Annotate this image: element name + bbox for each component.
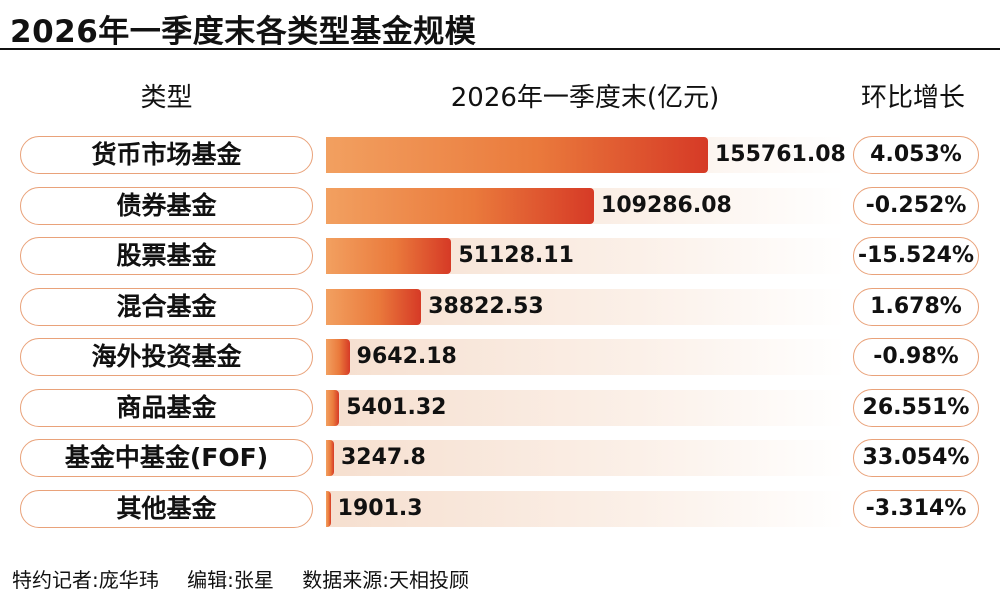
category-label: 混合基金	[20, 288, 313, 326]
growth-value: 4.053%	[853, 136, 979, 174]
title-divider	[0, 48, 1000, 50]
bar	[326, 188, 595, 224]
bar	[326, 491, 331, 527]
row-background	[326, 491, 846, 527]
bar	[326, 390, 340, 426]
category-label: 债券基金	[20, 187, 313, 225]
growth-value: -15.524%	[853, 237, 979, 275]
bar-value-label: 3247.8	[340, 445, 426, 470]
footer-credits: 特约记者:庞华玮 编辑:张星 数据来源:天相投顾	[12, 564, 491, 593]
header-growth: 环比增长	[860, 83, 965, 113]
footer-editor: 编辑:张星	[187, 568, 274, 592]
bar	[326, 137, 708, 173]
row-background	[326, 440, 846, 476]
category-label: 股票基金	[20, 237, 313, 275]
growth-value: 1.678%	[853, 288, 979, 326]
bar-value-label: 9642.18	[356, 344, 457, 369]
bar-value-label: 155761.08	[715, 142, 846, 167]
footer-source: 数据来源:天相投顾	[302, 568, 469, 592]
header-type: 类型	[140, 83, 193, 113]
category-label: 货币市场基金	[20, 136, 313, 174]
chart-title: 2026年一季度末各类型基金规模	[10, 14, 477, 50]
category-label: 基金中基金(FOF)	[20, 439, 313, 477]
growth-value: -0.98%	[853, 338, 979, 376]
growth-value: -0.252%	[853, 187, 979, 225]
bar	[326, 440, 334, 476]
bar	[326, 339, 350, 375]
header-scale: 2026年一季度末(亿元)	[450, 83, 720, 113]
category-label: 海外投资基金	[20, 338, 313, 376]
row-background	[326, 390, 846, 426]
bar-value-label: 51128.11	[458, 243, 574, 268]
growth-value: -3.314%	[853, 490, 979, 528]
bar-value-label: 109286.08	[601, 193, 732, 218]
row-background	[326, 339, 846, 375]
bar-value-label: 5401.32	[346, 395, 447, 420]
bar	[326, 238, 452, 274]
growth-value: 33.054%	[853, 439, 979, 477]
bar-value-label: 1901.3	[337, 496, 423, 521]
category-label: 其他基金	[20, 490, 313, 528]
bar-value-label: 38822.53	[428, 294, 544, 319]
growth-value: 26.551%	[853, 389, 979, 427]
category-label: 商品基金	[20, 389, 313, 427]
bar	[326, 289, 422, 325]
footer-reporter: 特约记者:庞华玮	[12, 568, 159, 592]
